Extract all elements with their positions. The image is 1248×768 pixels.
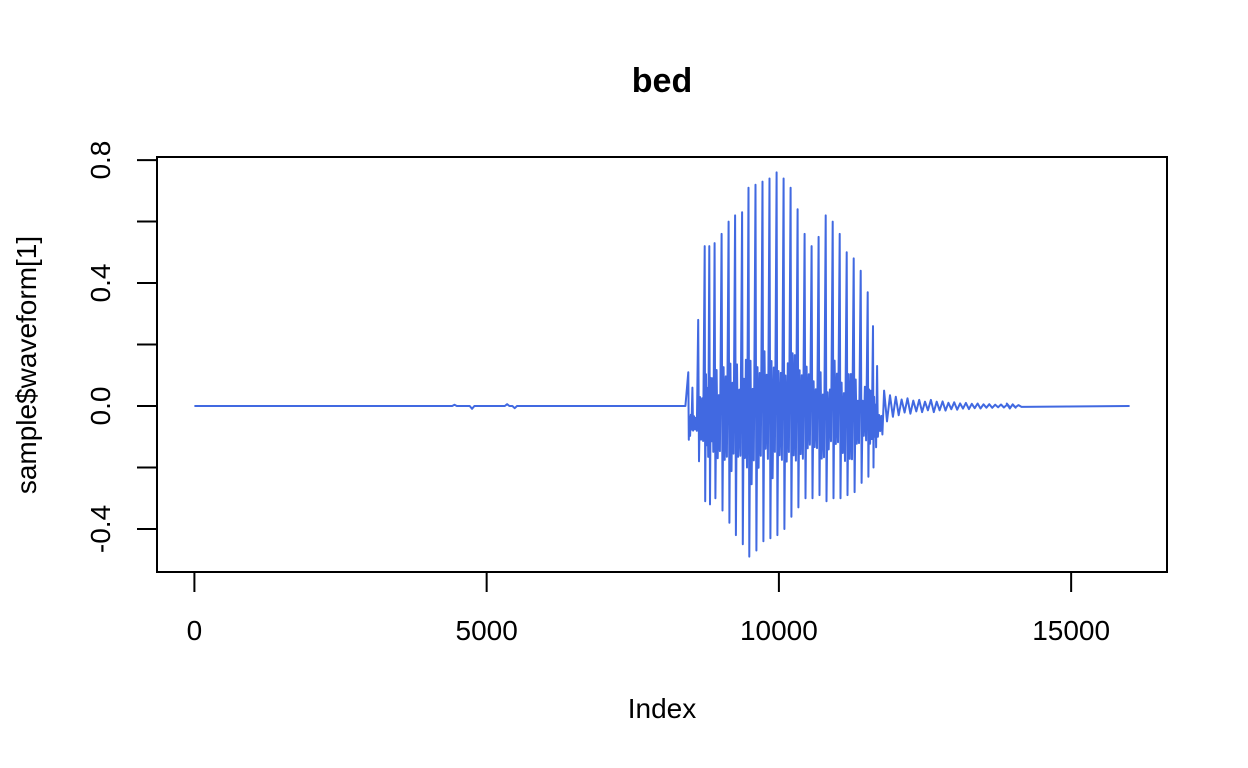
y-axis-label: sample$waveform[1]: [11, 236, 42, 494]
y-tick-label: 0.0: [85, 387, 116, 426]
y-tick-label: 0.4: [85, 264, 116, 303]
y-axis: -0.4 0.0 0.4 0.8: [85, 141, 158, 553]
y-tick-label: 0.8: [85, 141, 116, 180]
x-tick-label: 5000: [456, 615, 518, 646]
x-tick-label: 15000: [1032, 615, 1110, 646]
y-tick-label: -0.4: [85, 505, 116, 553]
chart-title: bed: [632, 62, 692, 100]
plot-area-frame: [156, 156, 1168, 573]
x-axis: 0 5000 10000 15000: [187, 571, 1110, 646]
x-axis-label: Index: [628, 693, 697, 724]
x-tick-label: 0: [187, 615, 203, 646]
x-tick-label: 10000: [740, 615, 818, 646]
waveform-series-line: [194, 171, 1130, 558]
